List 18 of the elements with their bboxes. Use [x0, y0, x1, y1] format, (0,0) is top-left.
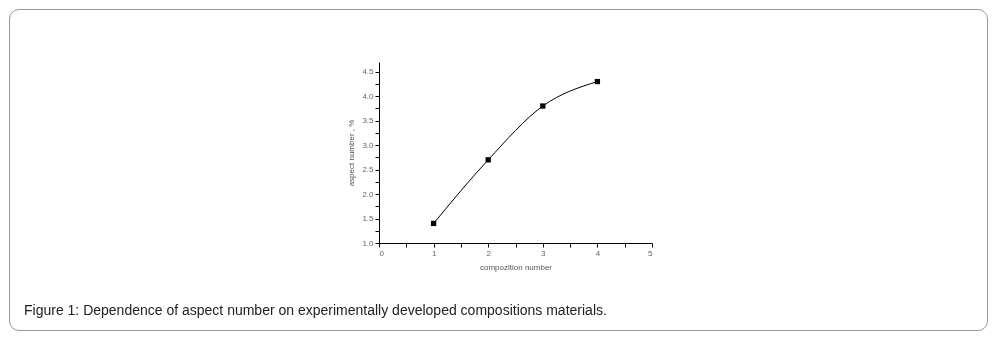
y-tick-label: 4.0 [362, 91, 375, 101]
x-tick-label: 4 [595, 248, 601, 258]
y-axis-title: aspect number , % [347, 119, 357, 187]
caption: Figure 1: Dependence of aspect number on experimentally developed compositions materials. [24, 302, 607, 318]
x-tick-label: 5 [648, 248, 654, 258]
y-tick-label: 2.5 [362, 165, 375, 175]
y-tick-label: 3.5 [362, 116, 375, 126]
y-tick-label: 1.0 [362, 238, 375, 248]
y-tick-label: 4.5 [362, 67, 375, 77]
x-tick-label: 1 [431, 248, 437, 258]
x-tick-label: 0 [379, 248, 385, 258]
x-tick-label: 2 [486, 248, 492, 258]
x-tick-label: 3 [541, 248, 547, 258]
x-axis-title: compozition number [479, 262, 553, 272]
y-tick-label: 2.0 [362, 189, 375, 199]
point [540, 103, 546, 109]
y-tick-label: 1.5 [362, 214, 375, 224]
y-tick-label: 3.0 [362, 140, 375, 150]
